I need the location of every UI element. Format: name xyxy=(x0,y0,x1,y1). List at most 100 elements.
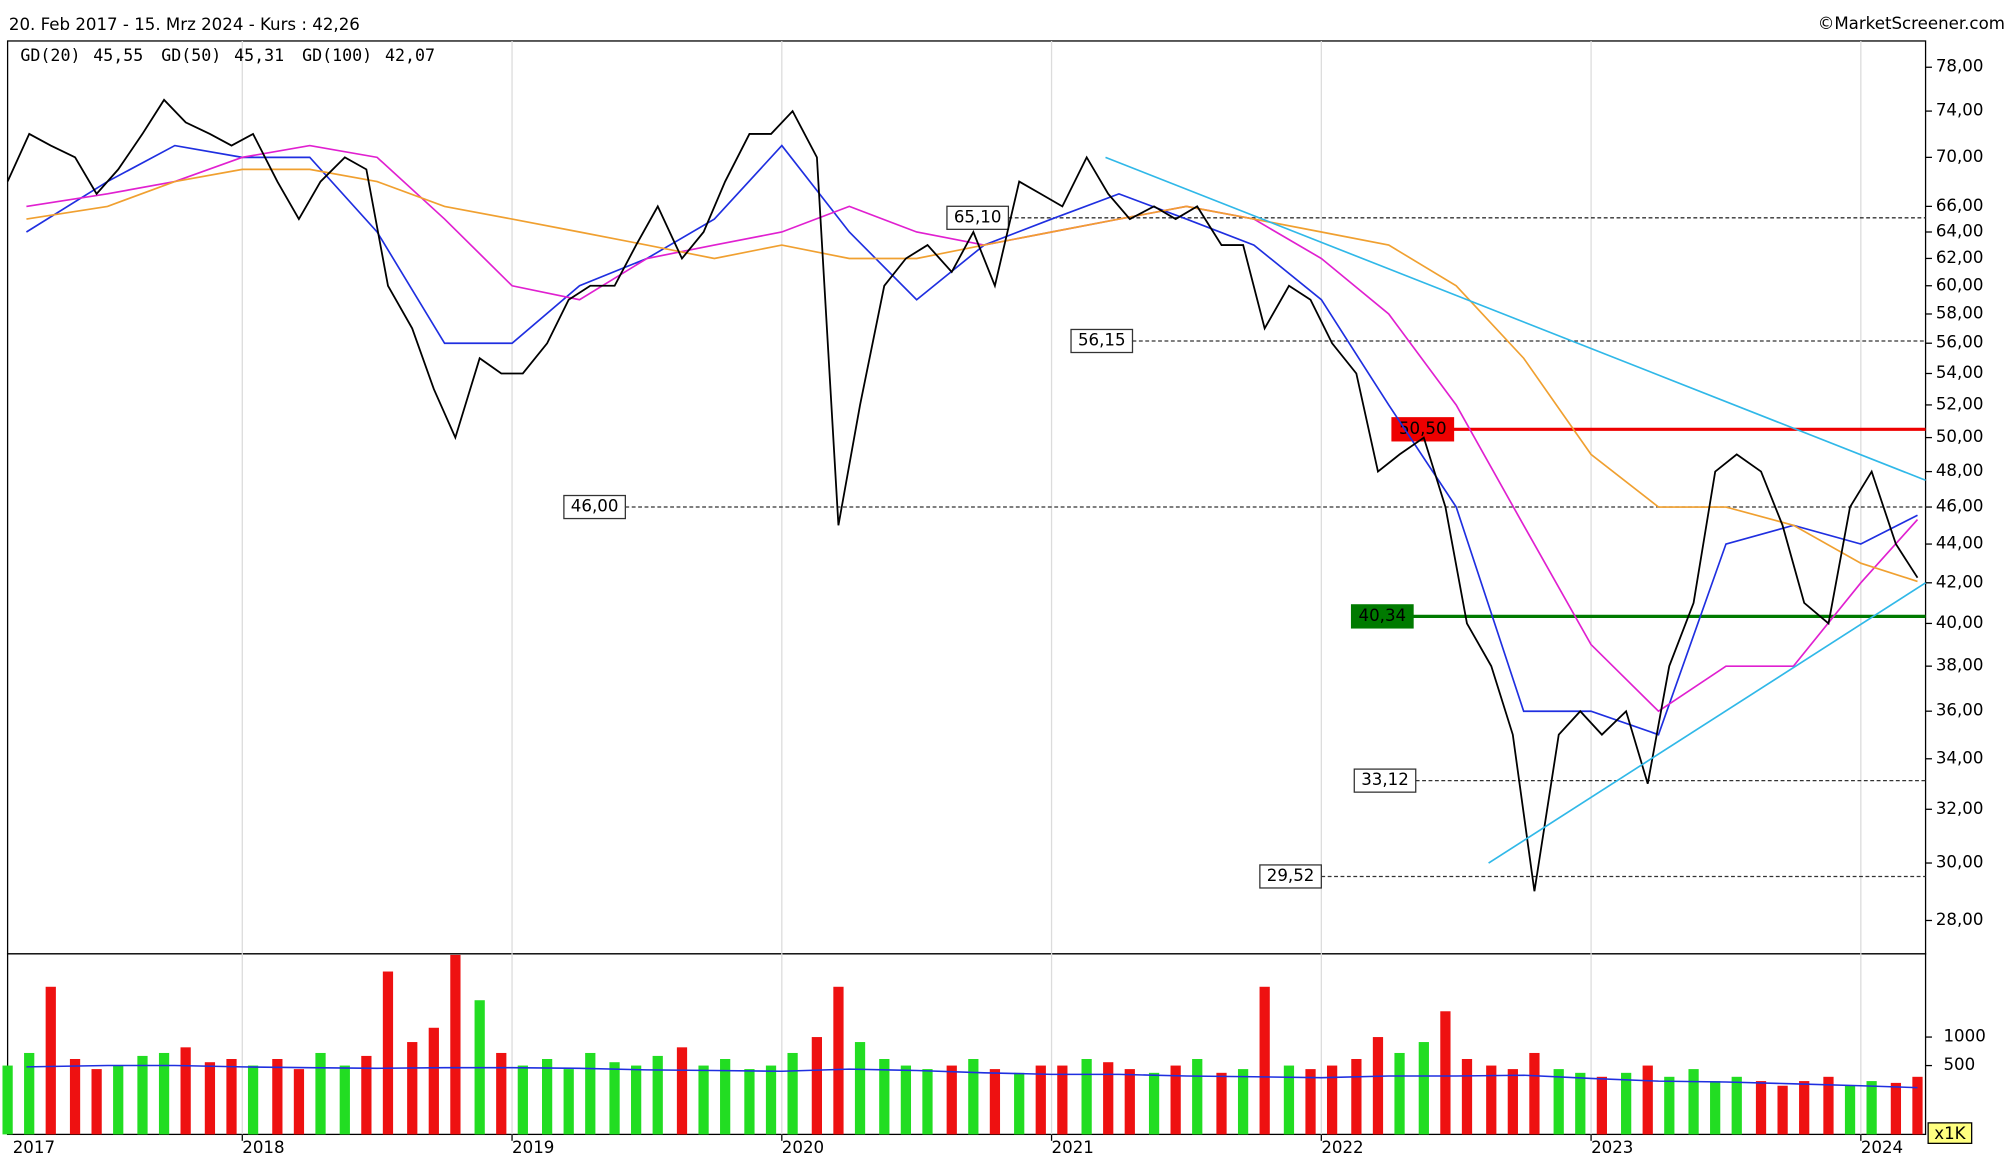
volume-bar xyxy=(676,1047,688,1135)
y-tick-label: 34,00 xyxy=(1936,748,1984,767)
price-line xyxy=(6,98,1919,892)
volume-bar xyxy=(45,986,56,1135)
volume-bar xyxy=(1283,1065,1295,1135)
volume-bar xyxy=(204,1062,216,1135)
y-tick-label: 36,00 xyxy=(1936,701,1984,720)
volume-bar xyxy=(361,1055,372,1135)
x-tick-label: 2022 xyxy=(1321,1138,1363,1157)
volume-bar xyxy=(69,1058,81,1135)
volume-bar xyxy=(900,1065,912,1135)
y-tick-label: 38,00 xyxy=(1936,656,1984,675)
volume-bar xyxy=(315,1052,326,1135)
y-tick-label: 70,00 xyxy=(1936,147,1984,166)
volume-bar xyxy=(631,1065,642,1135)
volume-bar xyxy=(1642,1065,1653,1135)
volume-bar xyxy=(137,1055,148,1135)
y-tick-label: 78,00 xyxy=(1936,57,1984,76)
level-box xyxy=(563,494,626,520)
level-label: 33,12 xyxy=(1361,770,1409,789)
x-tick-label: 2020 xyxy=(782,1138,824,1157)
volume-bar xyxy=(1440,1011,1451,1135)
volume-bar xyxy=(1710,1081,1721,1135)
volume-bar xyxy=(1014,1072,1025,1135)
level-label: 40,34 xyxy=(1359,606,1407,625)
volume-bar xyxy=(922,1069,933,1135)
legend-name: GD(20) xyxy=(20,46,80,65)
y-tick-label: 48,00 xyxy=(1936,461,1984,480)
volume-bar xyxy=(1081,1058,1092,1135)
y-tick-label: 40,00 xyxy=(1936,613,1984,632)
volume-bar xyxy=(1148,1072,1160,1135)
volume-bar xyxy=(428,1027,439,1135)
volume-bar xyxy=(1823,1076,1834,1135)
volume-bar xyxy=(407,1042,418,1135)
level-label: 50,50 xyxy=(1399,419,1447,438)
volume-bar xyxy=(1596,1076,1607,1135)
volume-bar xyxy=(946,1065,957,1135)
volume-bar xyxy=(1035,1065,1046,1135)
level-box xyxy=(1391,417,1455,442)
volume-panel xyxy=(6,953,1927,1136)
unit-label: x1K xyxy=(1934,1124,1966,1143)
y-tick-label: 74,00 xyxy=(1936,101,1984,120)
volume-bar xyxy=(450,954,461,1135)
y-tick-label: 50,00 xyxy=(1936,427,1984,446)
volume-bar xyxy=(382,971,394,1135)
level-box xyxy=(1353,768,1417,793)
y-tick-label: 28,00 xyxy=(1936,910,1984,929)
volume-bar xyxy=(158,1052,170,1135)
volume-bar xyxy=(1351,1058,1362,1135)
y-tick-label: 52,00 xyxy=(1936,394,1984,413)
y-tick-label: 66,00 xyxy=(1936,196,1984,215)
unit-box xyxy=(1927,1122,1973,1144)
volume-bar xyxy=(609,1062,620,1135)
y-tick-label: 1000 xyxy=(1943,1027,1985,1046)
x-tick-label: 2023 xyxy=(1591,1138,1633,1157)
volume-bar xyxy=(339,1065,350,1135)
x-tick-label: 2019 xyxy=(512,1138,554,1157)
volume-bar xyxy=(24,1052,35,1135)
y-tick-label: 44,00 xyxy=(1936,534,1984,553)
level-label: 29,52 xyxy=(1267,866,1315,885)
volume-bar xyxy=(541,1058,553,1135)
legend-value: 42,07 xyxy=(385,46,435,65)
moving-average xyxy=(26,168,1918,583)
volume-bar xyxy=(1890,1082,1902,1135)
level-box xyxy=(1070,328,1134,354)
volume-bar xyxy=(1461,1058,1473,1135)
volume-bar xyxy=(744,1069,755,1135)
volume-bar xyxy=(1844,1085,1856,1135)
y-tick-label: 56,00 xyxy=(1936,333,1984,352)
level-box xyxy=(1350,604,1414,629)
volume-bar xyxy=(1170,1065,1181,1135)
volume-bar xyxy=(1305,1069,1316,1135)
volume-bar xyxy=(1755,1081,1767,1135)
volume-bar xyxy=(1688,1069,1699,1135)
y-tick-label: 46,00 xyxy=(1936,497,1984,516)
level-box xyxy=(1259,864,1322,889)
volume-bar xyxy=(293,1069,305,1135)
volume-bar xyxy=(1731,1076,1742,1135)
x-tick-label: 2024 xyxy=(1861,1138,1903,1157)
x-tick-label: 2018 xyxy=(242,1138,284,1157)
y-tick-label: 30,00 xyxy=(1936,853,1984,872)
volume-bar xyxy=(1103,1062,1114,1135)
volume-bar xyxy=(517,1065,528,1135)
volume-bar xyxy=(1866,1081,1877,1135)
volume-bar xyxy=(91,1069,102,1135)
level-label: 56,15 xyxy=(1078,330,1126,349)
volume-bar xyxy=(989,1069,1001,1135)
volume-bar xyxy=(1664,1076,1675,1135)
volume-bar xyxy=(652,1055,663,1135)
volume-bar xyxy=(1124,1069,1135,1135)
volume-bar xyxy=(1192,1058,1203,1135)
volume-bar xyxy=(765,1065,777,1135)
volume-bar xyxy=(879,1058,890,1135)
volume-bar xyxy=(1553,1069,1564,1135)
x-tick-label: 2017 xyxy=(13,1138,55,1157)
volume-bar xyxy=(1259,986,1270,1135)
volume-bar xyxy=(1216,1072,1227,1135)
y-tick-label: 42,00 xyxy=(1936,572,1984,591)
